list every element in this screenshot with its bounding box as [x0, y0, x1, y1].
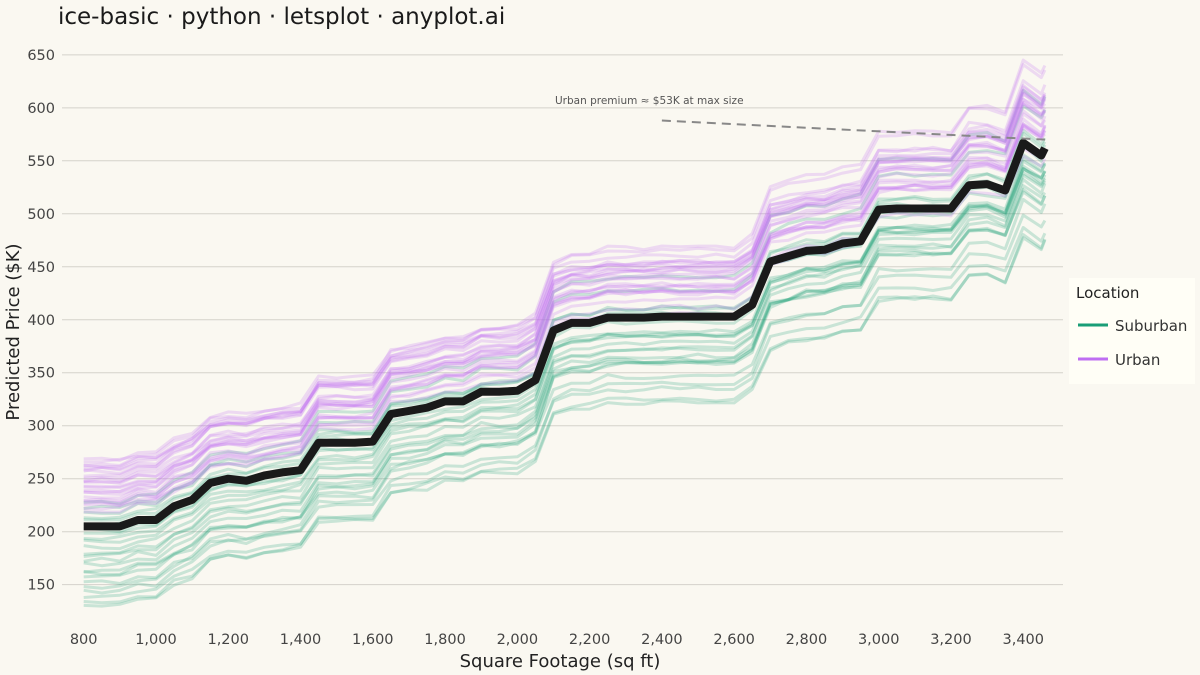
ice-curve [83, 89, 1047, 496]
ice-curve [83, 104, 1047, 515]
y-axis-title: Predicted Price ($K) [3, 243, 24, 420]
ice-curve [83, 112, 1047, 508]
ice-curve [83, 128, 1047, 522]
ice-curve [83, 126, 1047, 490]
average-pdp-curve [83, 138, 1049, 531]
ice-curve [83, 154, 1047, 507]
ice-curve [83, 173, 1047, 595]
y-tick-label: 400 [27, 313, 55, 329]
ice-curve [83, 233, 1047, 605]
ice-curve [83, 92, 1047, 469]
ice-curve [83, 184, 1047, 576]
y-tick-label: 350 [27, 366, 55, 382]
ice-curve [83, 167, 1047, 534]
x-tick-label: 1,800 [424, 632, 466, 648]
x-tick-label: 1,200 [207, 632, 249, 648]
y-tick-label: 650 [27, 48, 55, 64]
ice-curve [83, 85, 1047, 494]
ice-curve [83, 97, 1047, 511]
y-tick-label: 300 [27, 419, 55, 435]
x-tick-label: 1,000 [135, 632, 177, 648]
ice-curve [83, 92, 1047, 484]
ice-curve [83, 166, 1047, 556]
x-tick-label: 2,200 [569, 632, 611, 648]
x-axis-title: Square Footage (sq ft) [460, 651, 661, 672]
legend-title: Location [1076, 284, 1139, 302]
x-tick-label: 800 [70, 632, 98, 648]
x-tick-labels: 800 1,000 1,200 1,400 1,600 1,800 2,000 2,200 2,… [70, 632, 1044, 648]
ice-curve [83, 79, 1047, 494]
ice-curve [83, 101, 1046, 471]
ice-curve [83, 88, 1047, 473]
ice-curve [83, 122, 1047, 503]
y-tick-label: 500 [27, 207, 55, 223]
ice-curve [83, 123, 1047, 483]
ice-curve [83, 156, 1047, 551]
ice-curve [83, 213, 1047, 574]
x-tick-label: 1,600 [352, 632, 394, 648]
x-tick-label: 2,400 [641, 632, 683, 648]
y-tick-label: 150 [27, 578, 55, 594]
x-tick-label: 3,200 [930, 632, 972, 648]
ice-curve [83, 187, 1047, 568]
x-tick-label: 2,800 [786, 632, 828, 648]
ice-curve [83, 63, 1047, 478]
x-tick-label: 3,400 [1002, 632, 1044, 648]
ice-curve [83, 164, 1047, 544]
ice-curve [83, 131, 1047, 521]
ice-curve [83, 122, 1047, 500]
ice-curve [83, 101, 1047, 490]
y-tick-labels: 150 200 250 300 350 400 450 500 550 600 650 [27, 48, 55, 594]
ice-curve [83, 178, 1047, 590]
ice-curve [83, 109, 1047, 480]
ice-curve [83, 236, 1047, 599]
ice-curve [83, 124, 1047, 514]
legend: Location Suburban Urban [1069, 278, 1195, 384]
ice-curve [83, 58, 1047, 476]
annotation: Urban premium ≈ $53K at max size [555, 95, 1045, 141]
ice-curve [83, 88, 1047, 506]
ice-curve [83, 117, 1047, 485]
ice-curve [83, 190, 1047, 558]
ice-curve [83, 159, 1047, 579]
ice-curve [83, 143, 1047, 535]
y-tick-label: 250 [27, 472, 55, 488]
ice-curve [83, 171, 1047, 563]
y-tick-label: 550 [27, 154, 55, 170]
ice-curve [83, 197, 1047, 608]
ice-curve [83, 226, 1047, 585]
ice-curves-urban [83, 58, 1047, 514]
ice-curve [83, 102, 1047, 468]
ice-curve [83, 98, 1047, 464]
y-tick-label: 200 [27, 525, 55, 541]
legend-label-suburban: Suburban [1115, 317, 1187, 335]
y-tick-label: 450 [27, 260, 55, 276]
legend-label-urban: Urban [1115, 351, 1160, 369]
y-tick-label: 600 [27, 101, 55, 117]
legend-background [1069, 278, 1195, 384]
x-tick-label: 1,400 [280, 632, 322, 648]
chart-title: ice-basic · python · letsplot · anyplot.… [58, 4, 505, 30]
annotation-text: Urban premium ≈ $53K at max size [555, 95, 744, 107]
ice-curve [83, 167, 1047, 541]
ice-curves-suburban [83, 88, 1047, 608]
average-pdp-layer [83, 138, 1049, 531]
ice-curve [83, 83, 1047, 462]
annotation-dashed-line [661, 119, 1045, 141]
x-tick-label: 3,000 [858, 632, 900, 648]
x-tick-label: 2,000 [497, 632, 539, 648]
x-tick-label: 2,600 [713, 632, 755, 648]
